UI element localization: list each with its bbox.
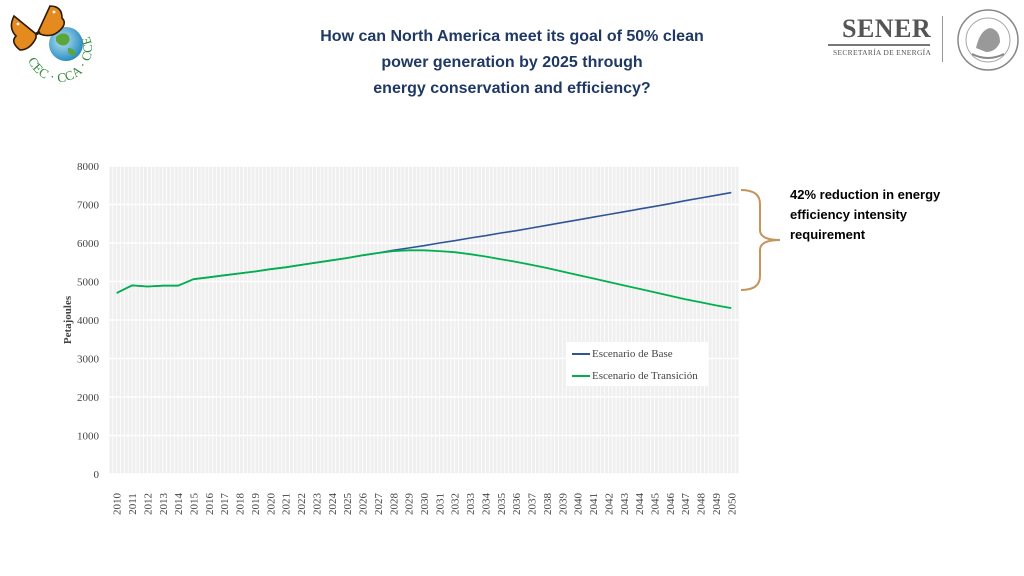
title-line-1: How can North America meet its goal of 5…: [320, 28, 704, 45]
series-line-transition: [116, 249, 732, 309]
x-tick-label: 2022: [296, 493, 308, 515]
legend-item-transition: Escenario de Transición: [572, 369, 698, 383]
legend-swatch-base: [572, 353, 590, 355]
x-tick-label: 2035: [496, 493, 508, 516]
x-tick-label: 2026: [358, 493, 370, 516]
x-tick-label: 2041: [588, 493, 600, 515]
x-tick-label: 2014: [173, 493, 185, 516]
x-tick-label: 2046: [665, 493, 677, 516]
x-tick-label: 2033: [465, 493, 477, 516]
x-tick-label: 2019: [250, 493, 262, 516]
x-tick-label: 2017: [219, 493, 231, 516]
x-tick-label: 2040: [573, 493, 585, 516]
x-tick-label: 2016: [204, 493, 216, 516]
butterfly-icon: [10, 5, 66, 51]
x-tick-label: 2015: [189, 493, 201, 516]
x-tick-label: 2043: [619, 493, 631, 516]
curly-brace-icon: [740, 189, 781, 291]
sener-logo: SENER SECRETARÍA DE ENERGÍA: [824, 8, 1020, 71]
x-tick-label: 2011: [127, 493, 139, 515]
legend-item-base: Escenario de Base: [572, 347, 673, 361]
x-tick-label: 2021: [281, 493, 293, 515]
y-tick-label: 8000: [77, 161, 100, 173]
legend-label-base: Escenario de Base: [592, 348, 673, 360]
x-tick-label: 2029: [404, 493, 416, 516]
y-tick-label: 0: [94, 469, 100, 481]
sener-name: SENER: [842, 14, 932, 43]
y-tick-label: 7000: [77, 200, 100, 212]
x-tick-label: 2050: [726, 493, 738, 516]
x-tick-label: 2045: [649, 493, 661, 516]
x-tick-label: 2032: [450, 493, 462, 515]
y-axis-label: Petajoules: [62, 295, 74, 344]
chart-legend: Escenario de Base Escenario de Transició…: [566, 342, 708, 386]
annotation-line-1: 42% reduction in energy: [790, 187, 941, 202]
y-tick-label: 4000: [77, 315, 100, 327]
mexico-seal-icon: [957, 9, 1019, 71]
sener-subtitle: SECRETARÍA DE ENERGÍA: [833, 48, 932, 57]
x-tick-label: 2047: [680, 493, 692, 516]
x-tick-label: 2030: [419, 493, 431, 516]
y-tick-label: 2000: [77, 392, 100, 404]
x-tick-label: 2025: [342, 493, 354, 516]
x-tick-label: 2036: [511, 493, 523, 516]
legend-swatch-transition: [572, 375, 590, 377]
annotation-line-3: requirement: [790, 227, 866, 242]
title-line-2: power generation by 2025 through: [381, 54, 643, 71]
annotation-line-2: efficiency intensity: [790, 207, 908, 222]
x-tick-label: 2027: [373, 493, 385, 516]
x-tick-label: 2013: [158, 493, 170, 516]
x-tick-label: 2023: [311, 493, 323, 516]
x-tick-label: 2049: [711, 493, 723, 516]
logo-divider: [942, 16, 943, 62]
x-tick-label: 2038: [542, 493, 554, 516]
x-tick-label: 2034: [480, 493, 492, 516]
y-tick-label: 6000: [77, 238, 100, 250]
legend-label-transition: Escenario de Transición: [592, 370, 698, 382]
x-tick-label: 2031: [434, 493, 446, 515]
y-tick-label: 1000: [77, 431, 100, 443]
y-tick-label: 5000: [77, 277, 100, 289]
x-tick-label: 2028: [388, 493, 400, 516]
y-tick-label: 3000: [77, 354, 100, 366]
annotation-text: 42% reduction in energy efficiency inten…: [790, 185, 1000, 245]
x-tick-label: 2012: [142, 493, 154, 515]
slide-title: How can North America meet its goal of 5…: [270, 24, 754, 102]
x-tick-label: 2018: [235, 493, 247, 516]
x-tick-label: 2039: [557, 493, 569, 516]
sener-underline: [828, 44, 930, 46]
title-line-3: energy conservation and efficiency?: [373, 80, 651, 97]
x-tick-label: 2024: [327, 493, 339, 516]
cec-logo: CEC · CCA · CCE: [10, 5, 94, 85]
x-tick-label: 2037: [527, 493, 539, 516]
x-tick-label: 2048: [696, 493, 708, 516]
x-tick-label: 2010: [112, 493, 124, 516]
x-tick-label: 2042: [603, 493, 615, 515]
x-tick-label: 2044: [634, 493, 646, 516]
x-tick-label: 2020: [265, 493, 277, 516]
